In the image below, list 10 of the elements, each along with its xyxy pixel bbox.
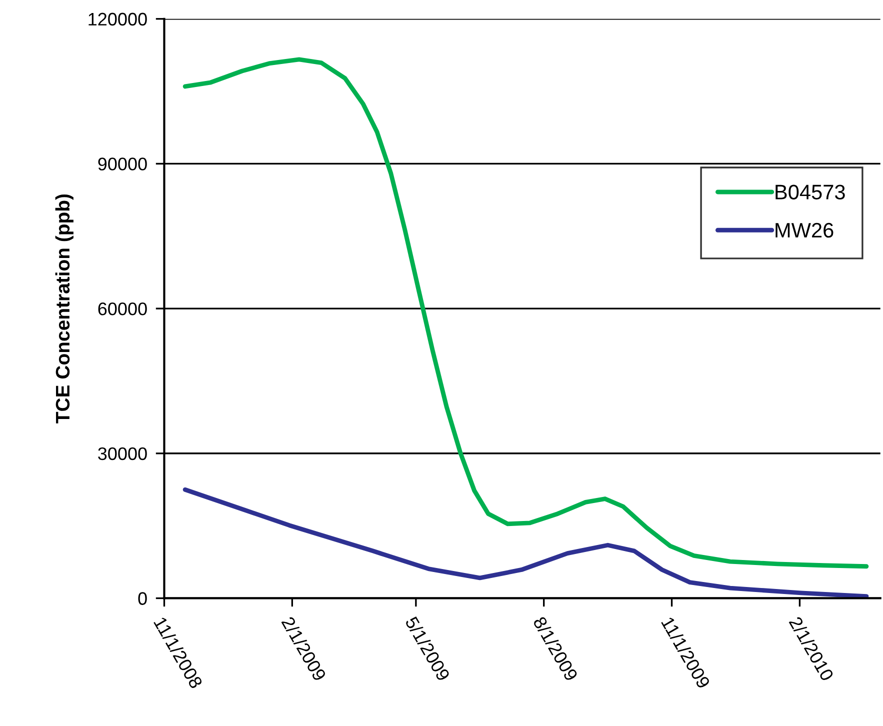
y-tick-label: 90000 <box>98 158 147 170</box>
y-tick-label: 0 <box>138 592 147 605</box>
line-series <box>182 487 869 598</box>
y-tick-label: 30000 <box>98 447 147 460</box>
legend-label: B04573 <box>776 184 845 200</box>
legend-label: MW26 <box>776 222 834 238</box>
y-tick-label: 60000 <box>98 302 147 316</box>
y-tick-label: 120000 <box>88 12 147 26</box>
y-axis-title: TCE Concentration (ppb) <box>55 194 74 424</box>
line-series <box>182 57 869 569</box>
